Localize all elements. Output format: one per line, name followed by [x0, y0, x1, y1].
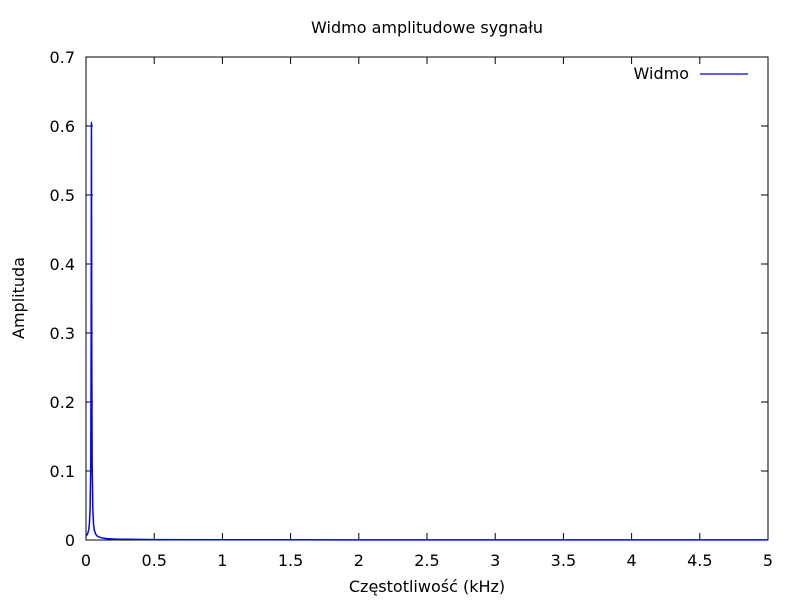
x-tick-label: 4.5 — [687, 551, 712, 570]
y-tick-label: 0 — [65, 531, 75, 550]
y-tick-label: 0.7 — [50, 48, 75, 67]
x-axis-label: Częstotliwość (kHz) — [349, 577, 505, 596]
plot-border — [85, 56, 769, 541]
x-tick-label: 3.5 — [551, 551, 576, 570]
x-tick-label: 4 — [627, 551, 637, 570]
legend: Widmo — [634, 64, 748, 83]
y-axis: 0 0.1 0.2 0.3 0.4 0.5 0.6 0.7 — [50, 48, 768, 550]
series-line-widmo — [85, 121, 768, 541]
y-tick-label: 0.2 — [50, 393, 75, 412]
x-tick-label: 5 — [763, 551, 773, 570]
x-tick-label: 2.5 — [414, 551, 439, 570]
chart-title: Widmo amplitudowe sygnału — [311, 18, 543, 37]
x-tick-label: 2 — [354, 551, 364, 570]
y-axis-label: Amplituda — [9, 257, 28, 339]
x-tick-label: 0 — [81, 551, 91, 570]
y-tick-label: 0.5 — [50, 186, 75, 205]
x-tick-label: 3 — [490, 551, 500, 570]
x-tick-label: 0.5 — [141, 551, 166, 570]
legend-label-widmo: Widmo — [634, 64, 689, 83]
y-tick-label: 0.6 — [50, 117, 75, 136]
x-axis: 0 0.5 1 1.5 2 2.5 3 3.5 4 4.5 5 — [81, 57, 773, 570]
y-tick-label: 0.1 — [50, 462, 75, 481]
series-layer — [85, 121, 768, 541]
y-tick-label: 0.3 — [50, 324, 75, 343]
x-tick-label: 1.5 — [278, 551, 303, 570]
x-tick-label: 1 — [217, 551, 227, 570]
y-tick-label: 0.4 — [50, 255, 75, 274]
